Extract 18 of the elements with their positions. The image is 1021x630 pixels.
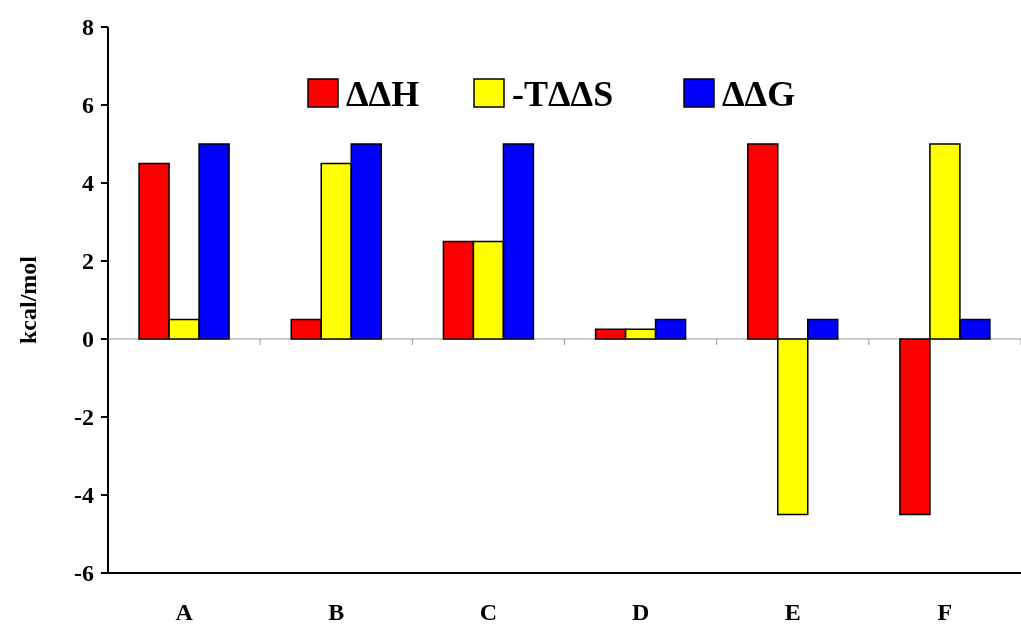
x-tick-label: F xyxy=(937,599,953,625)
y-tick-label: -4 xyxy=(74,482,94,509)
x-tick-label: D xyxy=(631,599,650,625)
x-tick-label: A xyxy=(175,599,194,625)
y-axis-title: kcal/mol xyxy=(15,255,41,344)
legend-label: -TΔΔS xyxy=(512,73,614,114)
x-tick-label: C xyxy=(479,599,498,625)
x-tick-label: B xyxy=(328,599,345,625)
legend-label: ΔΔG xyxy=(722,73,796,114)
x-tick-label: E xyxy=(784,599,801,625)
y-tick-label: 6 xyxy=(82,92,94,119)
y-tick-label: -6 xyxy=(74,560,94,587)
y-tick-label: 0 xyxy=(82,326,94,353)
y-tick-label: 8 xyxy=(82,14,94,41)
y-tick-label: -2 xyxy=(74,404,94,431)
y-tick-label: 4 xyxy=(82,170,94,197)
legend-label: ΔΔH xyxy=(346,73,420,114)
y-tick-label: 2 xyxy=(82,248,94,275)
